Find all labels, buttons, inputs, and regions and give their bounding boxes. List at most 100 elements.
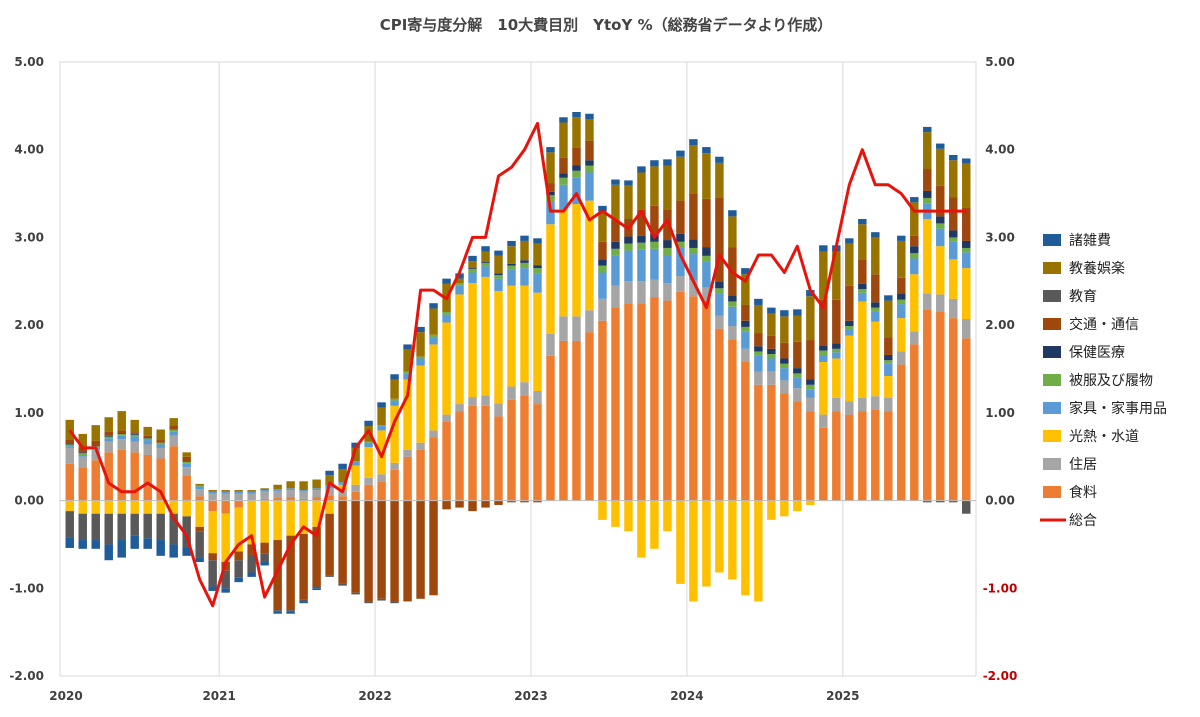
bar-segment-s1-m37 (546, 333, 555, 356)
bar-segment-s2-m9 (182, 500, 191, 517)
bar-segment-s0-m48 (689, 296, 698, 501)
bar-segment-s3-m56 (793, 377, 802, 389)
bar-segment-s7-m68 (949, 500, 958, 503)
bar-segment-s3-m68 (949, 241, 958, 260)
bar-segment-s1-m43 (624, 281, 633, 304)
bar-segment-s1-m30 (455, 404, 464, 412)
bar-segment-s2-m53 (754, 500, 763, 602)
bar-segment-s2-m6 (143, 500, 152, 514)
bar-segment-s3-m34 (507, 269, 516, 286)
bar-segment-s0-m58 (819, 427, 828, 501)
bar-segment-s3-m50 (715, 293, 724, 316)
bar-segment-s6-m37 (546, 183, 555, 192)
bar-segment-s1-m60 (845, 401, 854, 415)
bar-segment-s3-m33 (494, 278, 503, 291)
bar-segment-s1-m17 (286, 490, 295, 498)
bar-segment-s9-m39 (572, 112, 581, 118)
bar-segment-s1-m6 (143, 444, 152, 455)
bar-segment-s0-m17 (286, 497, 295, 501)
bar-segment-s0-m13 (234, 500, 243, 508)
bar-segment-s6-m42 (611, 219, 620, 242)
bar-segment-s4-m58 (819, 350, 828, 355)
bar-segment-s2-m2 (91, 500, 100, 514)
stacked-bars (65, 112, 971, 614)
bar-segment-s5-m68 (949, 230, 958, 238)
bar-segment-s5-m62 (871, 302, 880, 308)
bar-segment-s1-m44 (637, 281, 646, 304)
y-tick-left: 2.00 (14, 318, 44, 332)
bar-segment-s0-m49 (702, 300, 711, 501)
bar-segment-s6-m15 (260, 542, 269, 554)
bar-segment-s8-m32 (481, 251, 490, 262)
bar-segment-s0-m25 (390, 469, 399, 501)
bar-segment-s9-m42 (611, 179, 620, 185)
bar-segment-s6-m7 (156, 440, 165, 443)
bar-segment-s7-m0 (65, 511, 74, 538)
bar-segment-s9-m56 (793, 309, 802, 316)
bar-segment-s4-m0 (65, 444, 74, 447)
bar-segment-s9-m52 (741, 268, 750, 275)
bar-segment-s2-m4 (117, 500, 126, 514)
y-tick-left: 4.00 (14, 143, 44, 157)
bar-segment-s5-m47 (676, 233, 685, 242)
bar-segment-s6-m50 (715, 197, 724, 282)
gridlines (218, 62, 844, 676)
bar-segment-s8-m25 (390, 379, 399, 399)
bar-segment-s6-m40 (585, 140, 594, 161)
bar-segment-s2-m40 (585, 200, 594, 311)
bar-segment-s4-m10 (195, 485, 204, 487)
bar-segment-s0-m51 (728, 339, 737, 501)
bar-segment-s7-m3 (104, 513, 113, 545)
bar-segment-s9-m64 (897, 235, 906, 241)
bar-segment-s6-m24 (377, 500, 386, 599)
bar-segment-s9-m61 (858, 219, 867, 225)
bar-segment-s4-m23 (364, 441, 373, 443)
bar-segment-s5-m32 (481, 261, 490, 263)
bar-segment-s9-m17 (286, 611, 295, 614)
bar-segment-s1-m46 (663, 283, 672, 301)
bar-segment-s0-m26 (403, 456, 412, 501)
bar-segment-s6-m27 (416, 500, 425, 599)
x-tick-2023: 2023 (514, 689, 547, 703)
bar-segment-s5-m35 (520, 260, 529, 263)
bar-segment-s2-m45 (650, 500, 659, 549)
bar-segment-s9-m50 (715, 156, 724, 163)
y-tick-left: -2.00 (9, 669, 44, 683)
plot-area (59, 61, 977, 677)
bar-segment-s3-m47 (676, 247, 685, 277)
bar-segment-s9-m58 (819, 245, 828, 252)
bar-segment-s4-m26 (403, 371, 412, 374)
bar-segment-s2-m32 (481, 276, 490, 396)
bar-segment-s2-m0 (65, 500, 74, 512)
bar-segment-s6-m2 (91, 440, 100, 446)
bar-segment-s4-m32 (481, 262, 490, 267)
bar-segment-s0-m42 (611, 307, 620, 501)
bar-segment-s0-m34 (507, 399, 516, 501)
bar-segment-s3-m40 (585, 172, 594, 201)
bar-segment-s9-m7 (156, 540, 165, 556)
bar-segment-s9-m44 (637, 166, 646, 173)
bar-segment-s4-m51 (728, 301, 737, 307)
bar-segment-s8-m30 (455, 278, 464, 284)
bar-segment-s3-m31 (468, 272, 477, 284)
bar-segment-s3-m26 (403, 373, 412, 380)
bar-segment-s3-m35 (520, 268, 529, 286)
bar-segment-s5-m63 (884, 354, 893, 361)
bar-segment-s9-m12 (221, 588, 230, 593)
bar-segment-s1-m57 (806, 397, 815, 412)
bar-segment-s4-m6 (143, 438, 152, 441)
bar-segment-s0-m61 (858, 411, 867, 501)
bar-segment-s2-m68 (949, 259, 958, 299)
bar-segment-s8-m28 (429, 308, 438, 335)
bar-segment-s8-m34 (507, 246, 516, 264)
bar-segment-s1-m3 (104, 441, 113, 453)
bar-segment-s8-m54 (767, 313, 776, 336)
bar-segment-s5-m53 (754, 346, 763, 352)
bar-segment-s1-m26 (403, 449, 412, 457)
bar-segment-s8-m48 (689, 145, 698, 194)
bar-segment-s4-m47 (676, 241, 685, 248)
bar-segment-s3-m55 (780, 368, 789, 381)
bar-segment-s3-m51 (728, 306, 737, 327)
bar-segment-s8-m51 (728, 216, 737, 248)
bar-segment-s4-m50 (715, 288, 724, 294)
